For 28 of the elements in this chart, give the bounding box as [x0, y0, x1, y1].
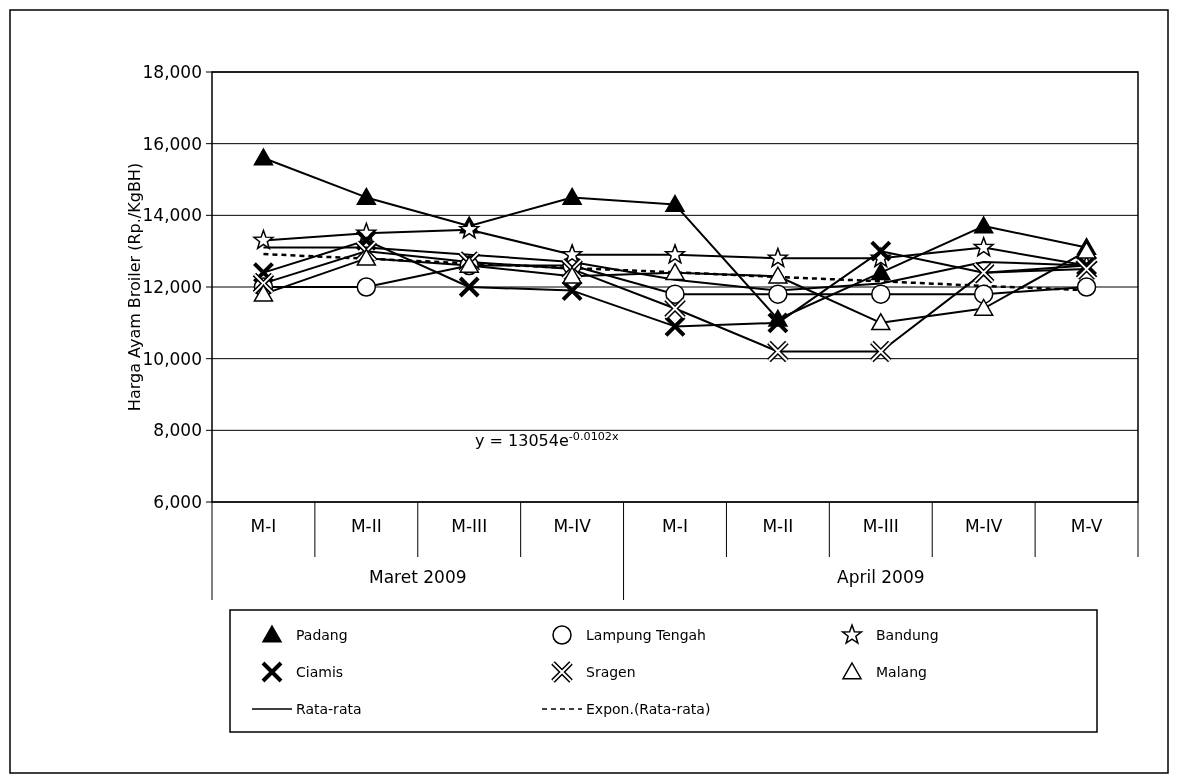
x-tick-label: M-I [662, 516, 688, 536]
legend-label: Padang [296, 626, 348, 643]
legend-label: Rata-rata [296, 700, 362, 717]
x-tick-label: M-II [762, 516, 794, 536]
y-tick-label: 10,000 [142, 348, 202, 369]
x-tick-label: M-V [1070, 516, 1103, 536]
y-tick-label: 16,000 [142, 133, 202, 154]
y-tick-label: 12,000 [142, 276, 202, 297]
x-tick-label: M-I [250, 516, 277, 536]
x-tick-label: M-III [451, 516, 488, 536]
text: April 2009 [837, 567, 925, 587]
x-tick-label: M-IV [553, 516, 592, 536]
legend-label: Lampung Tengah [586, 626, 706, 643]
y-axis-title: Harga Ayam Broiler (Rp./KgBH) [125, 162, 144, 412]
y-tick-label: 8,000 [153, 420, 202, 441]
x-tick-label: M-II [350, 516, 382, 536]
y-tick-label: 18,000 [142, 61, 202, 82]
y-tick-label: 6,000 [153, 491, 202, 512]
x-tick-label: M-III [862, 516, 899, 536]
legend-label: Bandung [876, 626, 939, 643]
x-tick-label: M-IV [964, 516, 1003, 536]
legend-label: Sragen [586, 663, 636, 680]
legend-label: Expon.(Rata-rata) [586, 700, 711, 717]
annotation: y = 13054e$^{-0.0102x}$ [475, 429, 619, 450]
legend-label: Malang [876, 663, 927, 680]
y-tick-label: 14,000 [142, 205, 202, 226]
legend-label: Ciamis [296, 663, 344, 680]
text: Maret 2009 [369, 567, 467, 587]
